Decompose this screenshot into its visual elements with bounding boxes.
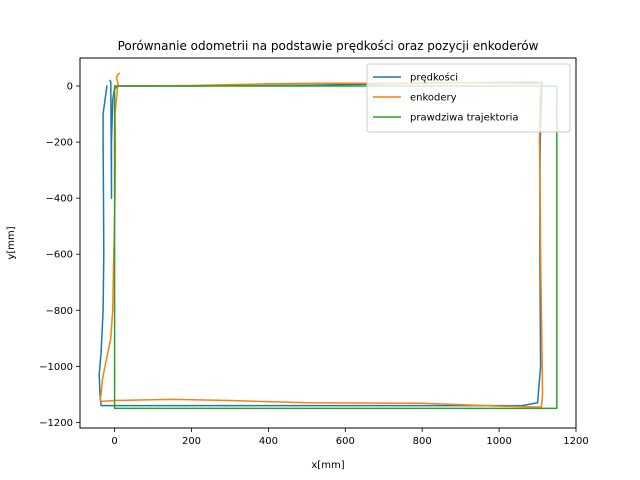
- y-tick-label: −800: [46, 306, 73, 317]
- x-tick-label: 1200: [563, 436, 588, 447]
- y-tick-label: −400: [46, 194, 73, 205]
- y-axis-label: y[mm]: [6, 226, 17, 259]
- axis-ticks: 0 200 400 600 800 1000 1200 0 −200 −400 −600 −800 −1…: [39, 82, 589, 447]
- x-tick-label: 1000: [486, 436, 511, 447]
- legend-label-2: enkodery: [410, 93, 457, 104]
- legend-label-3: prawdziwa trajektoria: [410, 113, 519, 124]
- chart-title: Porównanie odometrii na podstawie prędko…: [118, 39, 539, 53]
- legend-box: [366, 63, 571, 133]
- legend-label-1: prędkości: [410, 72, 458, 84]
- y-tick-label: −200: [46, 138, 73, 149]
- x-tick-label: 400: [259, 436, 278, 447]
- series-line-2: [99, 72, 544, 408]
- axes-frame: [79, 57, 577, 429]
- x-tick-label: 600: [336, 436, 355, 447]
- legend: prędkości enkodery prawdziwa trajektoria: [366, 63, 571, 133]
- y-tick-label: −1200: [39, 418, 73, 429]
- x-tick-label: 0: [111, 436, 117, 447]
- y-tick-label: 0: [67, 82, 73, 93]
- x-tick-label: 200: [182, 436, 201, 447]
- x-axis-label: x[mm]: [311, 460, 344, 471]
- y-tick-label: −600: [46, 250, 73, 261]
- y-tick-label: −1000: [39, 362, 73, 373]
- x-tick-label: 800: [413, 436, 432, 447]
